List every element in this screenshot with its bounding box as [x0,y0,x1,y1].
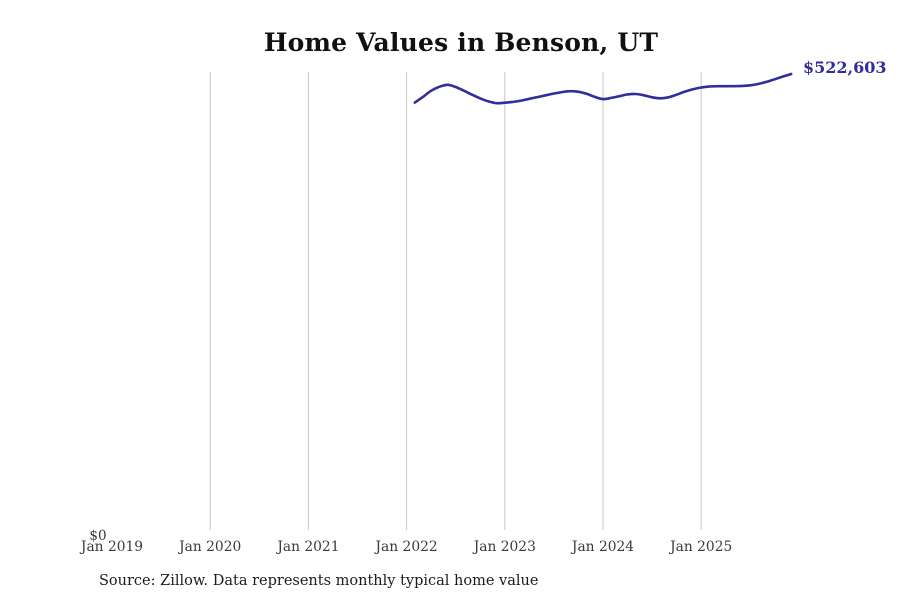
x-tick-label-2022: Jan 2022 [374,539,438,555]
x-tick-label-2021: Jan 2021 [275,539,339,555]
source-note: Source: Zillow. Data represents monthly … [99,573,539,589]
end-value-label: $522,603 [803,58,887,77]
x-tick-label-2024: Jan 2024 [570,539,634,555]
x-tick-label-2019: Jan 2019 [79,539,143,555]
home-value-line [413,72,793,105]
y-zero-label: $0 [89,528,106,544]
x-tick-label-2020: Jan 2020 [177,539,241,555]
x-tick-label-2025: Jan 2025 [668,539,732,555]
chart-title: Home Values in Benson, UT [263,28,659,57]
x-tick-label-2023: Jan 2023 [472,539,536,555]
